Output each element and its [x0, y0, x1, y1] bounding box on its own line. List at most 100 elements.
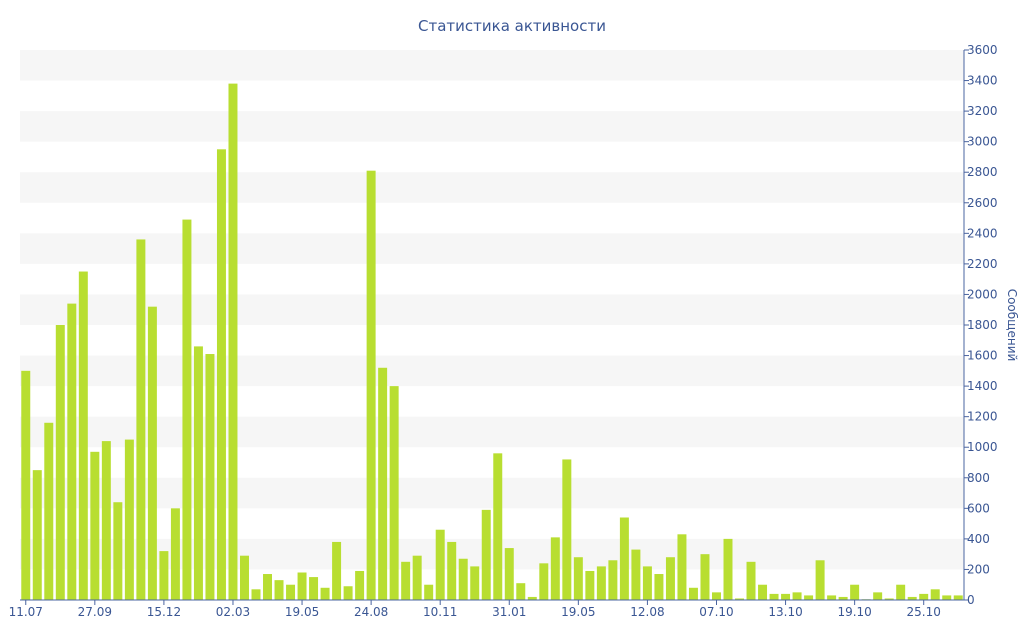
- bar: [608, 560, 618, 600]
- bar: [665, 557, 675, 600]
- bar: [389, 386, 399, 600]
- bar: [919, 593, 929, 600]
- grid-band: [20, 233, 964, 264]
- bar: [758, 584, 768, 600]
- x-tick-label: 13.10: [768, 605, 802, 619]
- y-tick-label: 1400: [967, 379, 998, 393]
- y-tick-label: 2400: [967, 226, 998, 240]
- bar: [585, 570, 595, 600]
- grid-band: [20, 294, 964, 325]
- bar: [412, 555, 422, 600]
- y-tick-label: 3600: [967, 43, 998, 57]
- bar: [746, 561, 756, 600]
- bar: [596, 566, 606, 600]
- y-axis-ticks: 0 200 400 600 800 1000 1200 1400 1600 1800 2000 220…: [964, 43, 998, 607]
- bar: [930, 589, 940, 600]
- bar: [884, 598, 894, 600]
- bar: [942, 595, 952, 600]
- x-tick-label: 11.07: [9, 605, 43, 619]
- y-tick-label: 0: [967, 593, 975, 607]
- bar: [550, 537, 560, 600]
- bar: [642, 566, 652, 600]
- bar: [67, 303, 77, 600]
- chart-title: Статистика активности: [418, 17, 606, 35]
- bar: [286, 584, 296, 600]
- y-tick-label: 1200: [967, 410, 998, 424]
- bar: [240, 555, 249, 600]
- bar: [401, 561, 411, 600]
- bar-series: [21, 83, 963, 601]
- bar: [21, 370, 31, 600]
- bar: [712, 592, 721, 600]
- bar: [516, 583, 526, 600]
- bar: [458, 558, 468, 600]
- grid-band: [20, 111, 964, 142]
- bar: [804, 595, 814, 600]
- bar: [815, 560, 825, 600]
- y-tick-label: 600: [967, 501, 990, 515]
- x-tick-label: 07.10: [699, 605, 733, 619]
- bar: [700, 554, 710, 600]
- bar: [470, 566, 480, 600]
- bar: [332, 541, 342, 600]
- bar: [90, 451, 100, 600]
- bar: [124, 439, 134, 600]
- bar: [435, 529, 445, 600]
- bar: [274, 580, 284, 600]
- y-tick-label: 800: [967, 471, 990, 485]
- bar: [907, 596, 917, 600]
- bar: [101, 441, 111, 600]
- bar: [723, 538, 733, 600]
- x-tick-label: 02.03: [216, 605, 250, 619]
- bar: [309, 577, 319, 600]
- y-tick-label: 2000: [967, 287, 998, 301]
- bar: [792, 592, 802, 600]
- bar: [193, 346, 203, 600]
- bar: [504, 548, 514, 600]
- bar: [136, 239, 146, 600]
- x-tick-label: 12.08: [630, 605, 664, 619]
- bar: [147, 306, 157, 600]
- bar: [631, 549, 641, 600]
- bar: [481, 509, 491, 600]
- bar: [113, 502, 123, 600]
- bar: [827, 595, 837, 600]
- bar: [263, 574, 272, 600]
- y-tick-label: 1600: [967, 349, 998, 363]
- bar: [366, 170, 376, 600]
- bar: [216, 149, 226, 600]
- bar: [44, 422, 54, 600]
- y-tick-label: 1000: [967, 440, 998, 454]
- bar: [769, 593, 779, 600]
- bar: [78, 271, 88, 600]
- grid-band: [20, 50, 964, 81]
- bar: [170, 508, 180, 600]
- bar: [896, 584, 906, 600]
- bar: [228, 83, 238, 601]
- grid-band: [20, 172, 964, 203]
- bar: [343, 586, 353, 600]
- y-tick-label: 2600: [967, 196, 998, 210]
- x-tick-label: 10.11: [423, 605, 457, 619]
- y-tick-label: 2800: [967, 165, 998, 179]
- y-tick-label: 3400: [967, 74, 998, 88]
- grid-bands: [20, 50, 964, 570]
- bar: [251, 589, 261, 600]
- bar: [424, 584, 434, 600]
- y-tick-label: 1800: [967, 318, 998, 332]
- bar: [850, 584, 860, 600]
- bar: [159, 551, 169, 600]
- bar: [539, 563, 549, 600]
- x-tick-label: 15.12: [147, 605, 181, 619]
- bar: [654, 574, 664, 600]
- x-tick-label: 19.10: [837, 605, 871, 619]
- grid-band: [20, 355, 964, 387]
- y-tick-label: 3200: [967, 104, 998, 118]
- bar: [953, 595, 963, 600]
- x-axis-ticks: 11.07 27.09 15.12 02.03 19.05 24.08 10.11 31.01…: [9, 600, 941, 619]
- bar: [320, 587, 330, 600]
- bar: [573, 557, 583, 600]
- bar: [182, 219, 192, 600]
- bar: [378, 367, 388, 600]
